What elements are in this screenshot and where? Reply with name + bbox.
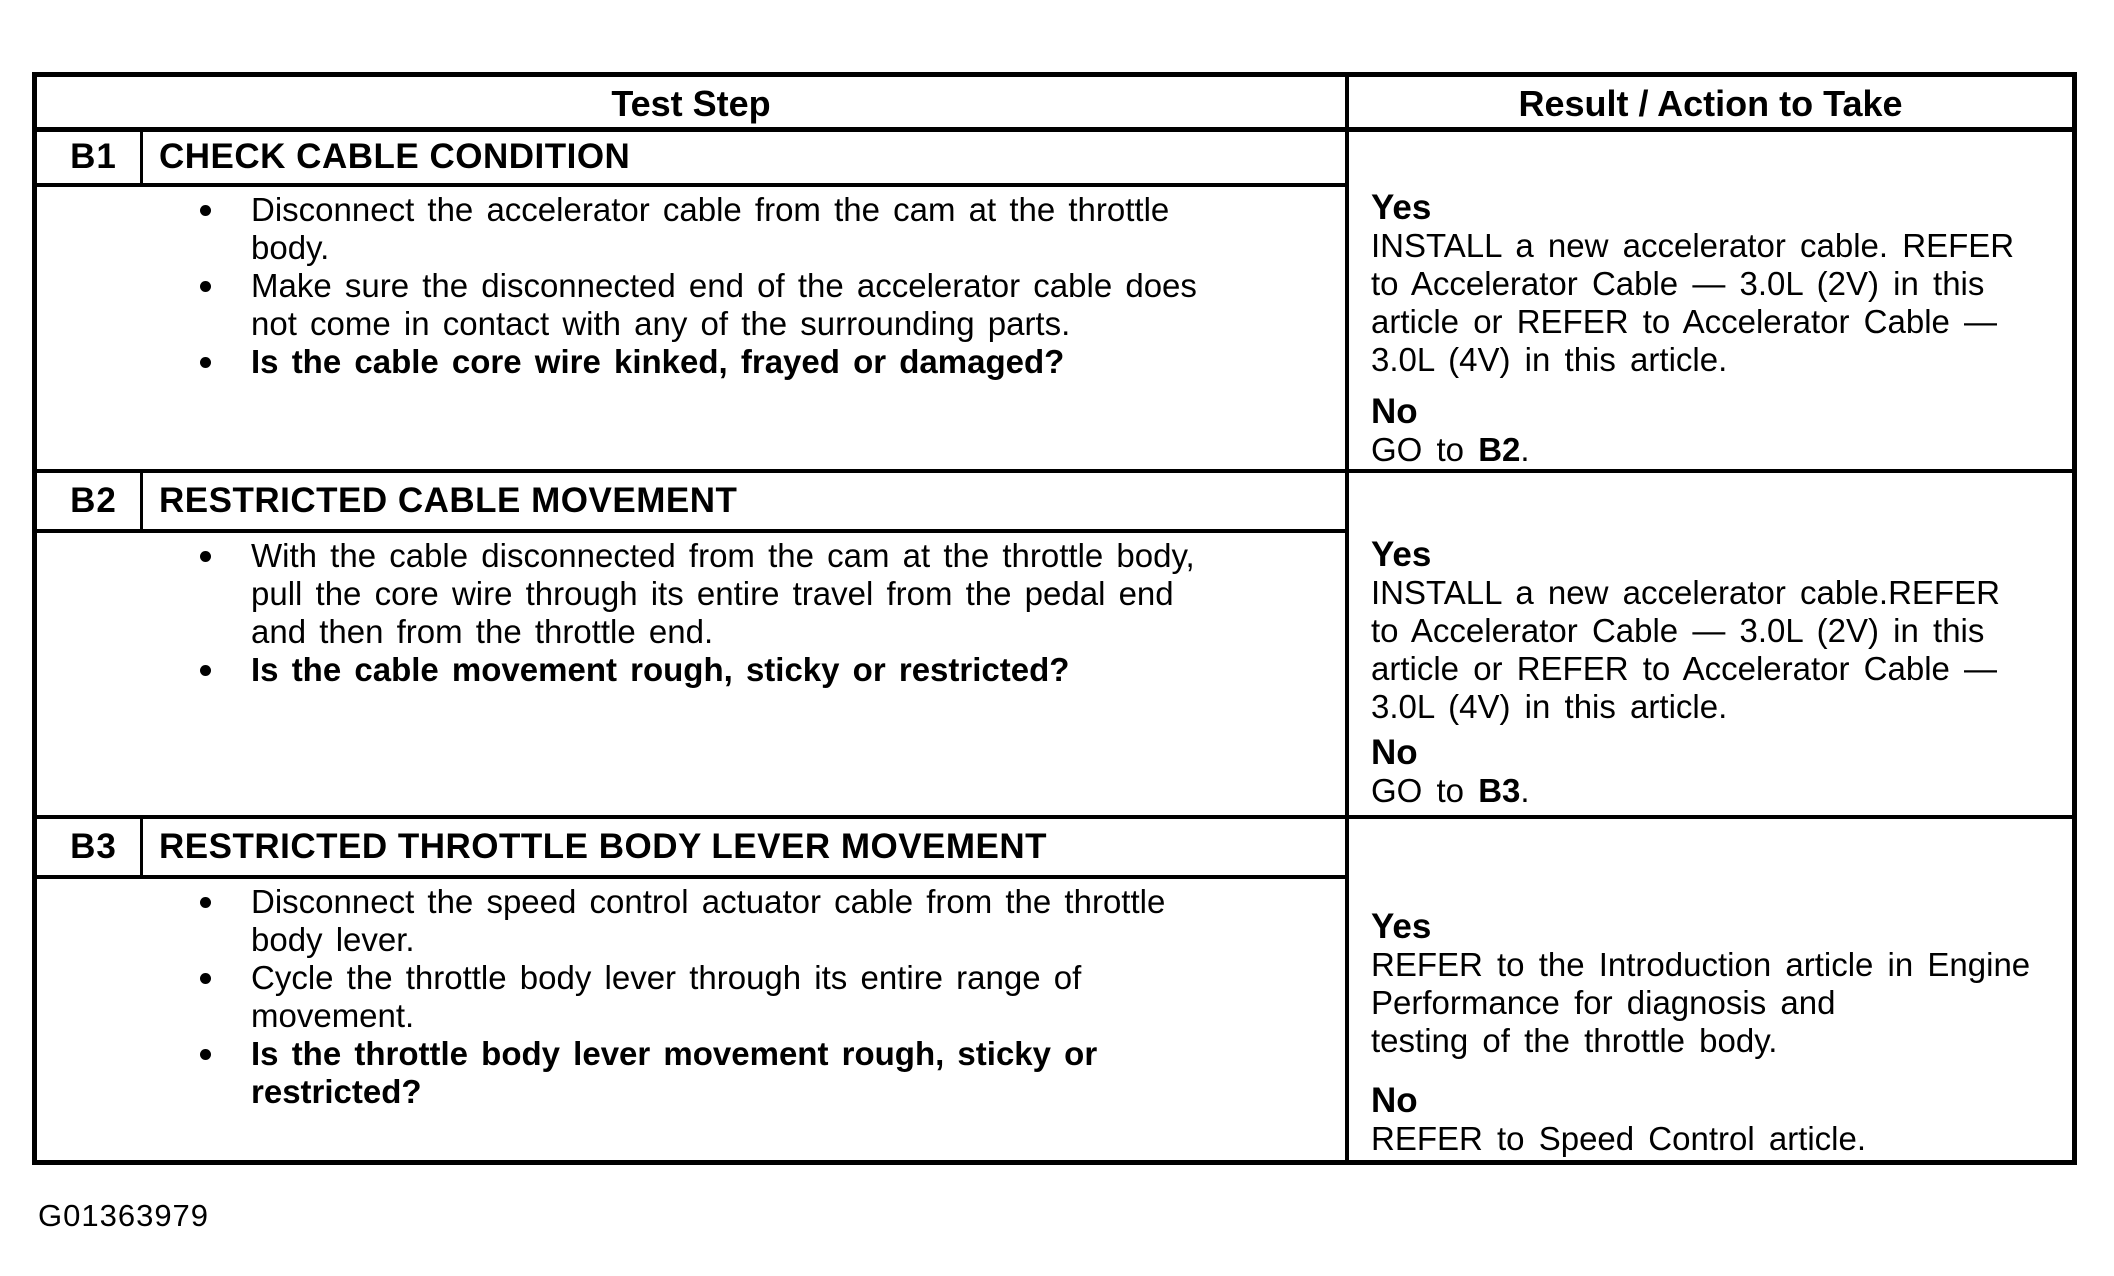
no-action-target: B3: [1478, 772, 1521, 809]
section-b3-top-line: [37, 815, 2072, 819]
list-item: With the cable disconnected from the cam…: [162, 537, 1332, 651]
step-title-b1: CHECK CABLE CONDITION: [159, 137, 631, 176]
step-title-b2: RESTRICTED CABLE MOVEMENT: [159, 481, 738, 520]
header-bottom-line: [37, 127, 2072, 132]
step-b1-instructions: Disconnect the accelerator cable from th…: [162, 191, 1332, 381]
instruction-line: Cycle the throttle body lever through it…: [251, 959, 1082, 996]
result-line: REFER to the Introduction article in Eng…: [1371, 946, 2031, 983]
step-title-b3: RESTRICTED THROTTLE BODY LEVER MOVEMENT: [159, 827, 1048, 866]
no-action-text: REFER to Speed Control article.: [1371, 1120, 1867, 1157]
result-line: 3.0L (4V) in this article.: [1371, 341, 1728, 378]
step-label-divider-b3: [140, 819, 143, 875]
instruction-question-line: Is the cable core wire kinked, frayed or…: [251, 343, 1065, 380]
yes-block: Yes INSTALL a new accelerator cable. REF…: [1371, 189, 2071, 379]
section-b2-top-line: [37, 469, 2072, 473]
no-block: No GO to B2.: [1371, 393, 2071, 469]
instruction-question-line: Is the throttle body lever movement roug…: [251, 1035, 1098, 1072]
result-line: article or REFER to Accelerator Cable —: [1371, 303, 1998, 340]
title-b1-bottom-line: [37, 183, 1345, 187]
column-header-result: Result / Action to Take: [1518, 83, 1903, 124]
list-item: Is the throttle body lever movement roug…: [162, 1035, 1332, 1111]
instruction-line: Disconnect the speed control actuator ca…: [251, 883, 1166, 920]
instruction-line: movement.: [251, 997, 415, 1034]
result-line: article or REFER to Accelerator Cable —: [1371, 650, 1998, 687]
no-label: No: [1371, 733, 1418, 772]
step-id-b1: B1: [70, 137, 117, 176]
result-line: INSTALL a new accelerator cable.REFER: [1371, 574, 2000, 611]
result-line: Performance for diagnosis and: [1371, 984, 1836, 1021]
result-cell-b2: Yes INSTALL a new accelerator cable.REFE…: [1371, 536, 2071, 810]
title-b3-bottom-line: [37, 875, 1345, 879]
instruction-line: and then from the throttle end.: [251, 613, 714, 650]
list-item: Is the cable movement rough, sticky or r…: [162, 651, 1332, 689]
list-item: Disconnect the speed control actuator ca…: [162, 883, 1332, 959]
instruction-line: With the cable disconnected from the cam…: [251, 537, 1195, 574]
instruction-line: Make sure the disconnected end of the ac…: [251, 267, 1197, 304]
result-line: GO to B2.: [1371, 431, 2071, 469]
result-line: GO to B3.: [1371, 772, 2071, 810]
yes-block: Yes INSTALL a new accelerator cable.REFE…: [1371, 536, 2071, 726]
list-item: Is the cable core wire kinked, frayed or…: [162, 343, 1332, 381]
no-action-punct: .: [1520, 431, 1530, 468]
list-item: Disconnect the accelerator cable from th…: [162, 191, 1332, 267]
no-action-target: B2: [1478, 431, 1521, 468]
instruction-line: body lever.: [251, 921, 415, 958]
no-action-text: GO to: [1371, 772, 1479, 809]
graphic-id-label: G01363979: [38, 1198, 210, 1233]
no-label: No: [1371, 1081, 1418, 1120]
instruction-line: body.: [251, 229, 330, 266]
pinpoint-test-table: Test Step Result / Action to Take B1 CHE…: [32, 72, 2077, 1165]
step-b3-instructions: Disconnect the speed control actuator ca…: [162, 883, 1332, 1111]
no-block: No REFER to Speed Control article.: [1371, 1082, 2071, 1158]
yes-block: Yes REFER to the Introduction article in…: [1371, 908, 2071, 1060]
step-label-divider-b1: [140, 132, 143, 183]
no-action-punct: .: [1520, 772, 1530, 809]
instruction-line: Disconnect the accelerator cable from th…: [251, 191, 1170, 228]
instruction-line: pull the core wire through its entire tr…: [251, 575, 1174, 612]
result-line: INSTALL a new accelerator cable. REFER: [1371, 227, 2015, 264]
result-cell-b3: Yes REFER to the Introduction article in…: [1371, 908, 2071, 1158]
no-action-text: GO to: [1371, 431, 1479, 468]
step-b2-instructions: With the cable disconnected from the cam…: [162, 537, 1332, 689]
result-line: to Accelerator Cable — 3.0L (2V) in this: [1371, 265, 1985, 302]
step-id-b3: B3: [70, 827, 117, 866]
column-divider-line: [1345, 77, 1349, 1160]
result-line: 3.0L (4V) in this article.: [1371, 688, 1728, 725]
column-header-test-step: Test Step: [611, 83, 771, 124]
step-label-divider-b2: [140, 473, 143, 529]
title-b2-bottom-line: [37, 529, 1345, 533]
instruction-question-line: Is the cable movement rough, sticky or r…: [251, 651, 1070, 688]
no-label: No: [1371, 392, 1418, 431]
list-item: Make sure the disconnected end of the ac…: [162, 267, 1332, 343]
list-item: Cycle the throttle body lever through it…: [162, 959, 1332, 1035]
no-block: No GO to B3.: [1371, 734, 2071, 810]
instruction-question-line: restricted?: [251, 1073, 422, 1110]
result-line: testing of the throttle body.: [1371, 1022, 1778, 1059]
result-cell-b1: Yes INSTALL a new accelerator cable. REF…: [1371, 189, 2071, 469]
yes-label: Yes: [1371, 535, 1432, 574]
result-line: to Accelerator Cable — 3.0L (2V) in this: [1371, 612, 1985, 649]
yes-label: Yes: [1371, 907, 1432, 946]
yes-label: Yes: [1371, 188, 1432, 227]
instruction-line: not come in contact with any of the surr…: [251, 305, 1071, 342]
step-id-b2: B2: [70, 481, 117, 520]
result-line: REFER to Speed Control article.: [1371, 1120, 2071, 1158]
